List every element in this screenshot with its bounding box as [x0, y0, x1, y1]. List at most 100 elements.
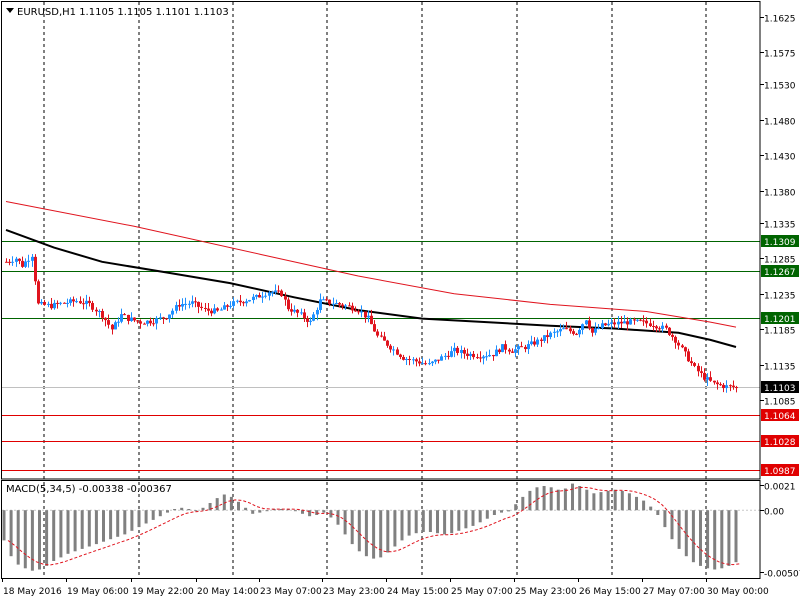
candle: [479, 351, 482, 363]
candle-body: [220, 309, 223, 311]
candle-body: [549, 332, 552, 338]
price-axis: 1.1625 1.1575 1.1530 1.1480 1.1430 1.1380 1.13…: [760, 15, 796, 408]
candle-body: [293, 309, 296, 312]
candle-body: [732, 385, 735, 388]
candle-body: [716, 382, 719, 385]
candle-body: [665, 325, 668, 328]
macd-bar: [407, 510, 411, 536]
candle-body: [677, 342, 680, 346]
candle: [11, 256, 14, 266]
candle-body: [114, 322, 117, 330]
candle: [188, 300, 191, 309]
macd-bar: [471, 510, 475, 526]
candle: [139, 319, 142, 329]
triangle-down-icon[interactable]: [6, 8, 14, 13]
candle: [152, 318, 155, 327]
candle: [168, 314, 171, 323]
candle: [527, 340, 530, 354]
candle-body: [687, 351, 690, 362]
candle-body: [722, 384, 725, 389]
candle: [18, 258, 21, 265]
time-tick-label: 23 May 23:00: [323, 587, 385, 597]
candle-body: [540, 339, 543, 341]
candle-body: [364, 311, 367, 318]
macd-bar: [635, 496, 638, 511]
candle: [690, 357, 693, 366]
macd-bar: [542, 486, 546, 511]
candle-body: [354, 310, 357, 312]
price-tick-label: 1.1135: [764, 363, 796, 373]
candle: [466, 348, 469, 360]
macd-bar: [258, 510, 262, 513]
candle: [287, 297, 290, 312]
level-label-1.1267: 1.1267: [764, 268, 796, 278]
macd-bar: [393, 510, 397, 547]
macd-title: MACD(5,34,5) -0.00338 -0.00367: [6, 484, 172, 495]
candle: [252, 293, 255, 304]
candle-body: [498, 349, 501, 353]
candle: [229, 301, 232, 309]
candle: [290, 303, 293, 316]
candle: [351, 302, 354, 314]
candle: [91, 300, 94, 313]
candle: [578, 328, 581, 338]
candle: [469, 351, 472, 360]
candle: [588, 316, 591, 331]
candle: [367, 310, 370, 323]
candle: [245, 298, 248, 307]
candle: [706, 373, 709, 386]
candle-body: [681, 345, 684, 348]
price-tick-label: 1.1625: [764, 15, 796, 25]
candle-body: [306, 318, 309, 322]
candle-body: [165, 318, 168, 320]
candle: [75, 298, 78, 304]
candle-body: [268, 292, 271, 296]
macd-bar: [329, 510, 333, 518]
macd-bar: [130, 510, 134, 531]
candle-body: [213, 308, 216, 314]
candle-body: [63, 302, 66, 304]
price-tick-label: 1.1285: [764, 256, 796, 266]
candle-body: [370, 315, 373, 325]
candle-body: [348, 305, 351, 307]
candle-body: [575, 333, 578, 335]
candle: [284, 292, 287, 306]
macd-bar: [137, 510, 141, 528]
candle: [143, 322, 146, 325]
macd-bar: [364, 510, 368, 557]
candle: [277, 285, 280, 294]
candle: [626, 317, 629, 331]
macd-bar: [2, 510, 6, 541]
candle: [370, 309, 373, 325]
candle-body: [34, 256, 37, 282]
candle: [633, 317, 636, 325]
candle: [322, 296, 325, 301]
candle-body: [59, 302, 62, 304]
candle: [104, 317, 107, 327]
level-labels: 1.1309 1.1267 1.1201 1.1064 1.1028 1.0987 1.11…: [761, 235, 799, 477]
candle-body: [24, 261, 27, 267]
macd-bar: [9, 510, 13, 557]
candle: [328, 299, 331, 307]
candle-body: [520, 346, 523, 348]
candle: [681, 344, 684, 349]
candle-body: [655, 326, 658, 329]
candle: [101, 308, 104, 322]
candle: [69, 297, 72, 306]
candle-body: [309, 320, 312, 322]
candle-body: [248, 300, 251, 302]
frame: [1, 1, 761, 579]
candle-body: [553, 331, 556, 333]
candle: [127, 314, 130, 325]
macd-bar: [123, 510, 127, 535]
candle-body: [658, 328, 661, 330]
candle-body: [524, 346, 527, 350]
candle: [546, 329, 549, 344]
candle-body: [556, 331, 559, 333]
candle-body: [146, 320, 149, 324]
candle-body: [492, 355, 495, 357]
candle-body: [652, 326, 655, 328]
macd-bar: [500, 510, 503, 513]
candle-body: [530, 341, 533, 345]
